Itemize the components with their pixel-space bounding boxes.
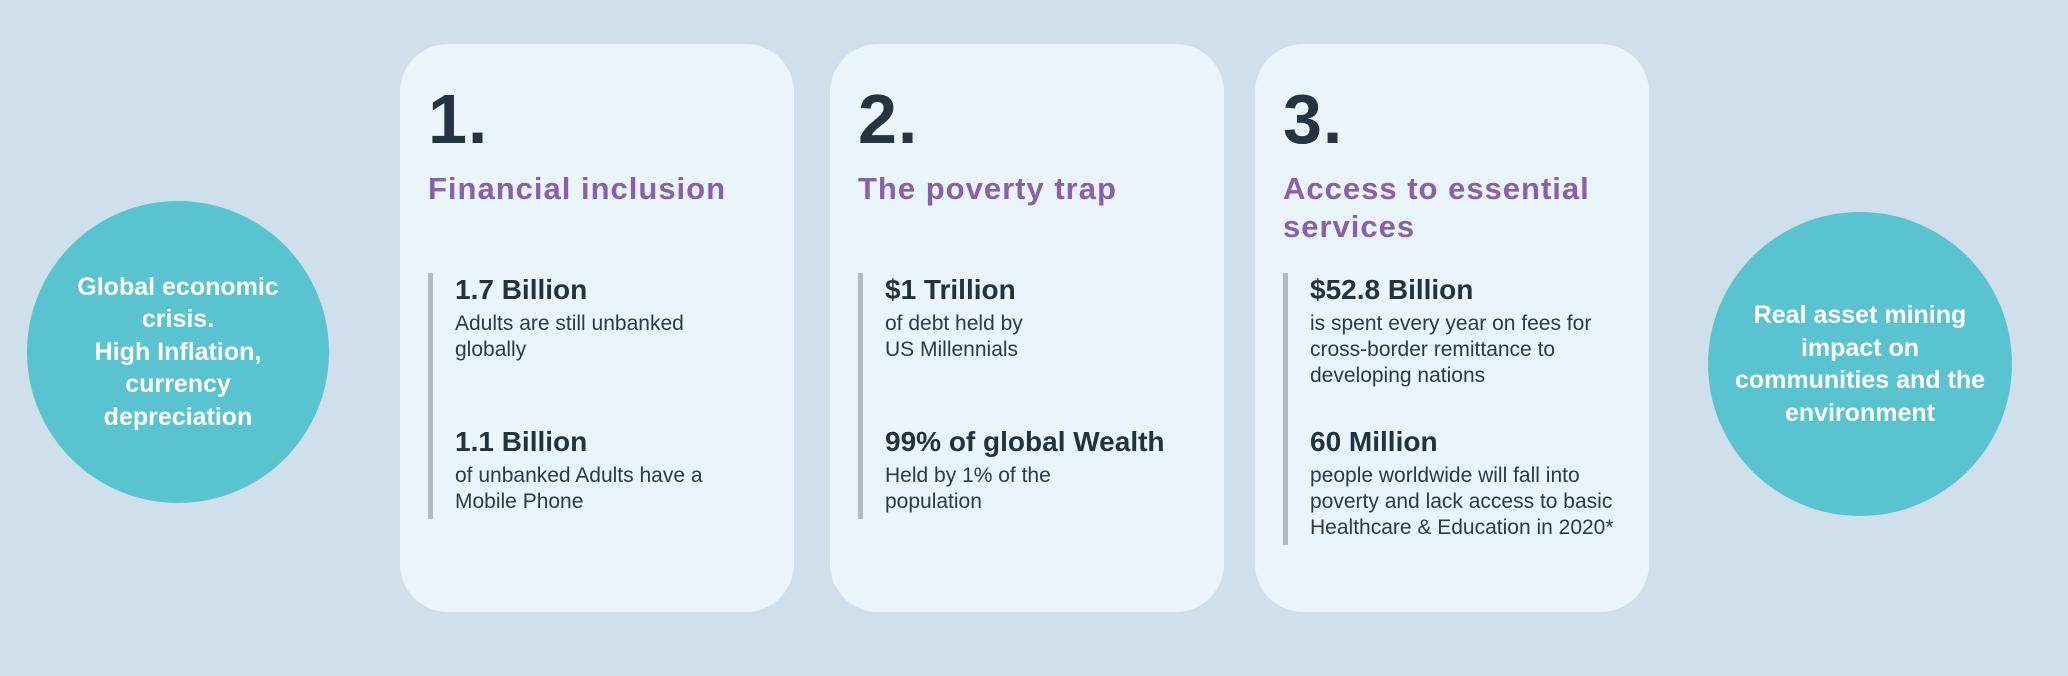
problem-card-3: 3. Access to essential services $52.8 Bi… [1255,44,1649,612]
card-title: The poverty trap [858,171,1117,206]
stat-desc: Held by 1% of the population [885,463,1051,513]
stat-body: 1.1 Billion of unbanked Adults have a Mo… [455,425,703,519]
card-number: 3. [1283,80,1344,158]
stat-item: $1 Trillion of debt held by US Millennia… [858,273,1198,425]
stat-accent-bar [428,425,433,519]
card-title: Access to essential services [1283,171,1590,244]
stat-item: $52.8 Billion is spent every year on fee… [1283,273,1623,425]
stat-item: 1.7 Billion Adults are still unbanked gl… [428,273,768,425]
problem-card-1: 1. Financial inclusion 1.7 Billion Adult… [400,44,794,612]
problem-card-2: 2. The poverty trap $1 Trillion of debt … [830,44,1224,612]
stat-item: 60 Million people worldwide will fall in… [1283,425,1623,545]
stat-body: $52.8 Billion is spent every year on fee… [1310,273,1591,425]
stat-value: 1.1 Billion [455,426,588,457]
stat-accent-bar [428,273,433,425]
stat-accent-bar [1283,425,1288,545]
stat-body: 1.7 Billion Adults are still unbanked gl… [455,273,684,425]
stat-value: $52.8 Billion [1310,274,1474,305]
stat-item: 1.1 Billion of unbanked Adults have a Mo… [428,425,768,519]
left-circle-text: Global economic crisis. High Inflation, … [77,272,279,431]
stat-desc: is spent every year on fees for cross-bo… [1310,311,1592,387]
stat-accent-bar [858,273,863,425]
card-number: 2. [858,80,919,158]
stat-value: 1.7 Billion [455,274,588,305]
stat-accent-bar [858,425,863,519]
stat-desc: of debt held by US Millennials [885,311,1023,361]
card-number: 1. [428,80,489,158]
stat-desc: of unbanked Adults have a Mobile Phone [455,463,703,513]
stat-item: 99% of global Wealth Held by 1% of the p… [858,425,1198,519]
left-context-circle: Global economic crisis. High Inflation, … [27,201,329,503]
stat-desc: Adults are still unbanked globally [455,311,684,361]
stat-value: 60 Million [1310,426,1438,457]
stat-value: 99% of global Wealth [885,426,1165,457]
stat-accent-bar [1283,273,1288,425]
stat-value: $1 Trillion [885,274,1016,305]
right-circle-text: Real asset mining impact on communities … [1734,301,1986,427]
stat-body: 60 Million people worldwide will fall in… [1310,425,1614,545]
stat-body: 99% of global Wealth Held by 1% of the p… [885,425,1165,519]
right-context-circle: Real asset mining impact on communities … [1708,212,2012,516]
card-title: Financial inclusion [428,171,727,206]
stat-body: $1 Trillion of debt held by US Millennia… [885,273,1023,425]
stat-desc: people worldwide will fall into poverty … [1310,463,1614,539]
